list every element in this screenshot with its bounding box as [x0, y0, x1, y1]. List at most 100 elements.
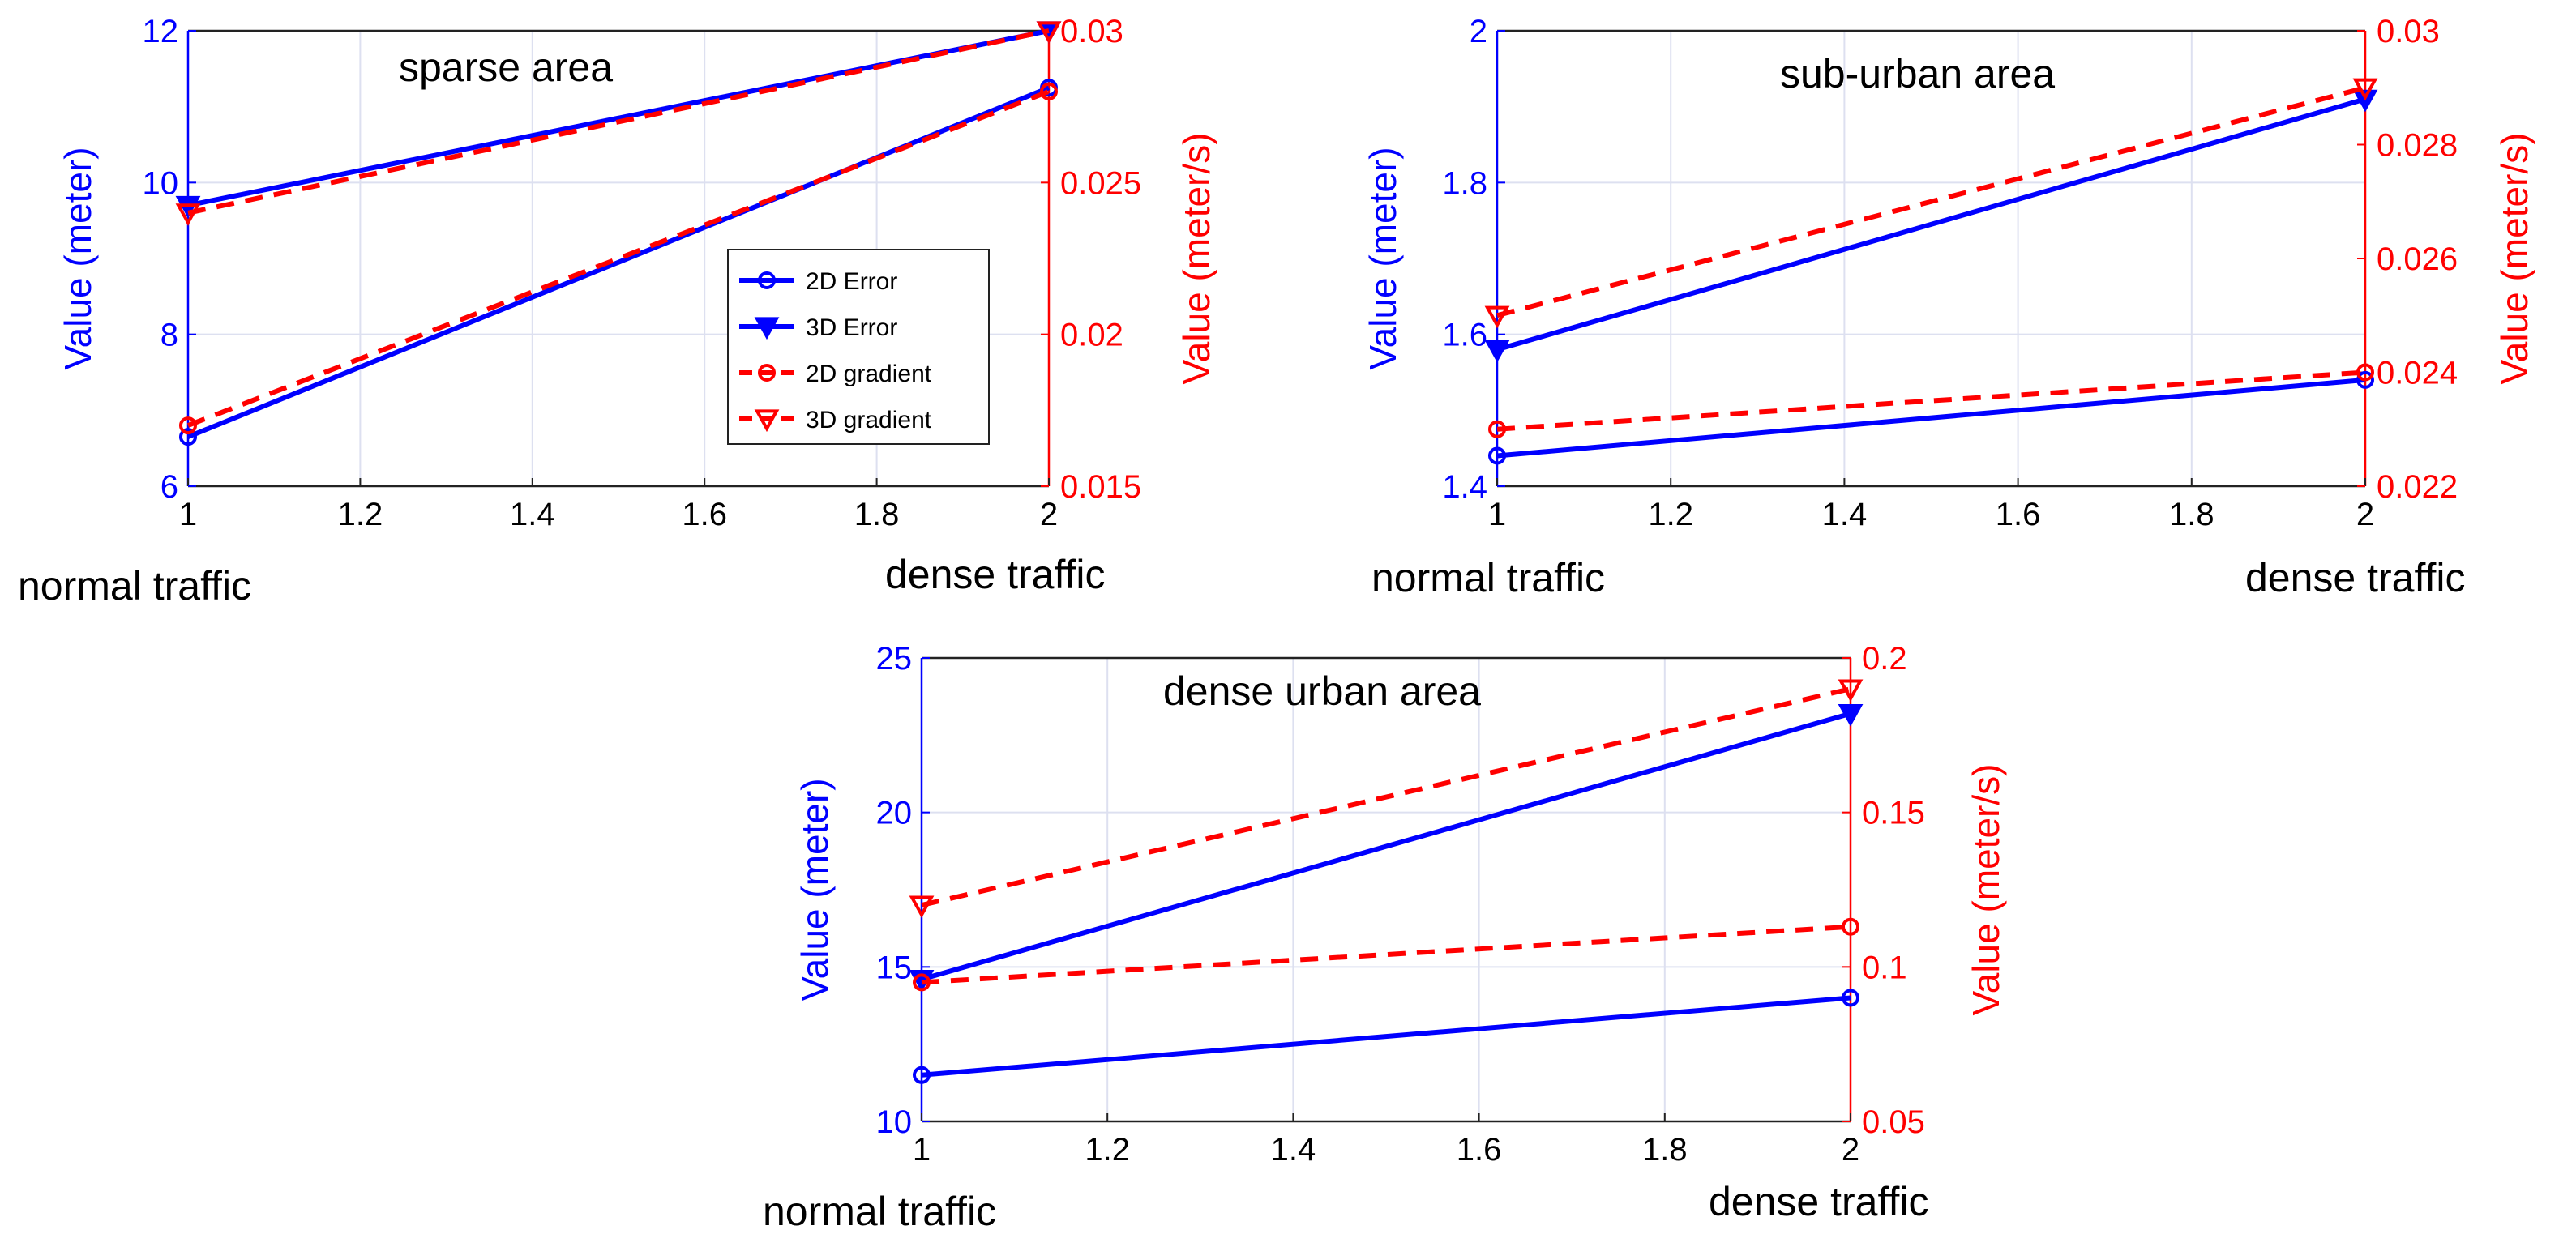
left-y-tick-label: 12 — [143, 14, 179, 49]
x-label-normal-traffic: normal traffic — [1371, 555, 1605, 600]
right-y-tick-label: 0.2 — [1862, 641, 1907, 677]
right-y-tick-label: 0.03 — [2377, 14, 2440, 49]
data-point-2d-gradient — [913, 973, 931, 992]
left-y-tick-label: 8 — [160, 318, 178, 353]
legend-marker — [754, 317, 780, 340]
x-tick-label: 1 — [913, 1132, 931, 1168]
x-tick-label: 1.4 — [1271, 1132, 1316, 1168]
series-line-3d-error — [1496, 96, 2366, 352]
right-y-tick-label: 0.03 — [1060, 14, 1123, 49]
x-label-dense-traffic: dense traffic — [885, 552, 1105, 597]
legend: 2D Error 3D Error 2D gradient 3D gradient — [727, 249, 990, 445]
x-label-dense-traffic: dense traffic — [1709, 1179, 1928, 1224]
series-line-3d-gradient — [187, 28, 1050, 216]
right-y-tick-label: 0.015 — [1060, 469, 1141, 505]
right-y-tick-label: 0.05 — [1862, 1104, 1925, 1140]
left-y-tick-label: 15 — [876, 950, 913, 985]
right-y-tick-label: 0.026 — [2377, 241, 2458, 277]
series-line-2d-error — [1496, 377, 2366, 459]
chart-panel: 1 1.2 1.4 1.6 1.8 2 10 15 20 25 0.05 0.1 0.15 0.2 Valu… — [763, 641, 2007, 1234]
left-y-tick-label: 20 — [876, 796, 913, 831]
series-line-2d-gradient — [1496, 369, 2366, 432]
legend-marker — [754, 409, 780, 433]
left-y-tick-label: 2 — [1470, 14, 1487, 49]
data-point-3d-gradient — [1484, 305, 1510, 329]
series-line-2d-error — [921, 995, 1851, 1078]
legend-label: 2D gradient — [806, 361, 932, 387]
left-y-tick-label: 25 — [876, 641, 913, 677]
data-point-2d-error — [2356, 370, 2374, 389]
left-y-tick-label: 1.4 — [1442, 469, 1487, 505]
left-y-axis-title: Value (meter) — [794, 778, 836, 1001]
data-point-3d-error — [1838, 704, 1864, 727]
x-tick-label: 2 — [1040, 497, 1058, 532]
right-y-tick-label: 0.15 — [1862, 796, 1925, 831]
right-y-tick-label: 0.02 — [1060, 318, 1123, 353]
data-point-2d-gradient — [2356, 363, 2374, 382]
right-y-tick-label: 0.025 — [1060, 165, 1141, 201]
data-point-2d-error — [179, 428, 197, 446]
data-point-2d-gradient — [1040, 82, 1058, 100]
data-point-2d-gradient — [1842, 917, 1859, 936]
data-point-2d-error — [1842, 989, 1859, 1007]
legend-label: 3D gradient — [806, 407, 932, 433]
left-y-tick-label: 10 — [143, 165, 179, 201]
x-tick-label: 1.2 — [1085, 1132, 1130, 1168]
series-line-3d-gradient — [1496, 85, 2366, 318]
x-tick-label: 1.6 — [682, 497, 727, 532]
right-y-axis-title: Value (meter/s) — [1965, 763, 2007, 1015]
data-point-3d-gradient — [2352, 78, 2378, 101]
x-tick-label: 1.2 — [1648, 497, 1693, 532]
chart-panel: 1 1.2 1.4 1.6 1.8 2 6 8 10 12 0.015 0.02 0.025 0.03 Va… — [18, 14, 1217, 609]
x-tick-label: 1.6 — [1457, 1132, 1502, 1168]
data-point-2d-gradient — [179, 416, 197, 435]
x-label-dense-traffic: dense traffic — [2245, 555, 2465, 600]
data-point-3d-gradient — [909, 895, 935, 919]
legend-marker — [758, 271, 776, 289]
left-y-axis-title: Value (meter) — [1362, 147, 1404, 369]
right-y-tick-label: 0.1 — [1862, 950, 1907, 985]
legend-label: 3D Error — [806, 314, 897, 341]
chart-title: dense urban area — [1163, 668, 1481, 714]
series-line-2d-gradient — [186, 89, 1051, 428]
left-y-tick-label: 1.6 — [1442, 318, 1487, 353]
data-point-3d-gradient — [1036, 21, 1062, 45]
x-tick-label: 1.2 — [338, 497, 383, 532]
x-tick-label: 1.6 — [1996, 497, 2041, 532]
data-point-3d-error — [1484, 340, 1510, 363]
x-tick-label: 2 — [1842, 1132, 1859, 1168]
data-point-3d-gradient — [175, 203, 201, 226]
x-tick-label: 1.8 — [2169, 497, 2214, 532]
right-y-tick-label: 0.028 — [2377, 128, 2458, 164]
x-label-normal-traffic: normal traffic — [763, 1189, 996, 1234]
x-tick-label: 1.4 — [510, 497, 555, 532]
left-y-tick-label: 1.8 — [1442, 165, 1487, 201]
data-point-3d-gradient — [1838, 679, 1864, 703]
left-y-axis-title: Value (meter) — [57, 147, 99, 369]
series-line-3d-error — [921, 711, 1851, 982]
legend-marker — [758, 364, 776, 382]
legend-label: 2D Error — [806, 268, 897, 295]
right-y-axis-title: Value (meter/s) — [2493, 132, 2535, 384]
data-point-2d-gradient — [1488, 420, 1506, 438]
x-tick-label: 1 — [179, 497, 197, 532]
right-y-axis-title: Value (meter/s) — [1175, 132, 1217, 384]
chart-panel: 1 1.2 1.4 1.6 1.8 21.41.61.820.0220.0240.0260… — [1362, 14, 2535, 600]
right-y-tick-label: 0.022 — [2377, 469, 2458, 505]
x-tick-label: 1 — [1488, 497, 1506, 532]
series-line-3d-error — [187, 28, 1050, 208]
left-y-tick-label: 6 — [160, 469, 178, 505]
x-tick-label: 1.4 — [1822, 497, 1868, 532]
left-y-tick-label: 10 — [876, 1104, 913, 1140]
x-tick-label: 2 — [2356, 497, 2374, 532]
series-line-3d-gradient — [921, 686, 1851, 907]
x-tick-label: 1.8 — [1642, 1132, 1688, 1168]
data-point-2d-error — [1488, 446, 1506, 465]
series-line-2d-gradient — [921, 924, 1851, 985]
x-label-normal-traffic: normal traffic — [18, 563, 251, 609]
x-tick-label: 1.8 — [854, 497, 900, 532]
right-y-tick-label: 0.024 — [2377, 356, 2458, 391]
chart-title: sub-urban area — [1780, 51, 2055, 96]
data-point-2d-error — [913, 1066, 931, 1084]
